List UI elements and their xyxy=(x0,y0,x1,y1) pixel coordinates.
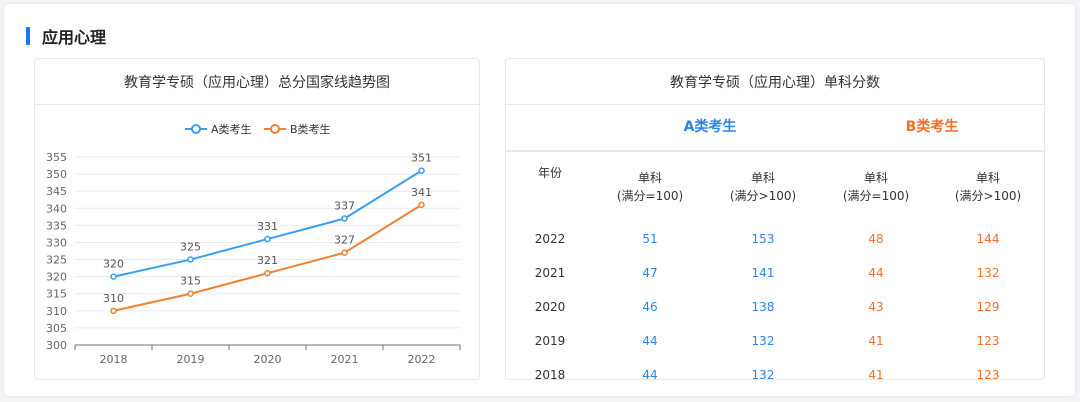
a-single-over100-cell: 153 xyxy=(751,232,775,246)
chart-series: 320 325 331 337 351 310 315 321 327 341 xyxy=(103,152,432,315)
table-row: 2018 44 132 41 123 xyxy=(506,358,1044,392)
data-point xyxy=(110,273,117,280)
legend-item[interactable]: B类考生 xyxy=(264,122,331,136)
col-header: 单科 (满分>100) xyxy=(954,171,1022,203)
b-single-100-cell: 44 xyxy=(868,266,884,280)
x-tick-label: 2020 xyxy=(254,353,282,366)
y-tick-label: 350 xyxy=(46,168,67,181)
data-label: 351 xyxy=(411,152,432,165)
b-single-over100-cell: 132 xyxy=(976,266,1000,280)
legend-label: A类考生 xyxy=(211,122,252,136)
b-single-over100-cell: 123 xyxy=(976,334,1000,348)
data-point xyxy=(341,215,348,222)
table-row: 2020 46 138 43 129 xyxy=(506,290,1044,324)
x-tick-label: 2019 xyxy=(177,353,205,366)
year-cell: 2022 xyxy=(534,232,566,246)
b-single-100-cell: 43 xyxy=(868,300,884,314)
y-tick-label: 300 xyxy=(46,339,67,352)
chart-title: 教育学专硕（应用心理）总分国家线趋势图 xyxy=(35,59,479,105)
a-single-over100-cell: 132 xyxy=(751,334,775,348)
chart-grid xyxy=(75,156,460,329)
legend-item[interactable]: A类考生 xyxy=(185,122,252,136)
y-tick-label: 340 xyxy=(46,202,67,215)
b-single-100-cell: 41 xyxy=(868,334,884,348)
a-single-100-cell: 44 xyxy=(642,368,658,382)
section-heading: 应用心理 xyxy=(26,26,107,47)
col-header: 单科 (满分=100) xyxy=(842,171,910,203)
year-cell: 2018 xyxy=(534,368,566,382)
score-table-card: 教育学专硕（应用心理）单科分数 A类考生 B类考生 年份 单科 (满分=100) … xyxy=(505,58,1045,382)
group-b-label: B类考生 xyxy=(905,119,959,135)
data-label: 337 xyxy=(334,200,355,213)
a-single-100-cell: 51 xyxy=(642,232,658,246)
y-tick-label: 330 xyxy=(46,236,67,249)
data-point xyxy=(264,269,271,277)
year-cell: 2021 xyxy=(534,266,566,280)
col-header: 单科 (满分>100) xyxy=(729,171,797,203)
table-title: 教育学专硕（应用心理）单科分数 xyxy=(506,59,1044,105)
year-cell: 2020 xyxy=(534,300,566,314)
data-point xyxy=(110,307,117,315)
data-point xyxy=(187,290,194,297)
y-tick-label: 355 xyxy=(46,151,67,164)
y-tick-label: 305 xyxy=(46,322,67,335)
data-point xyxy=(418,167,425,174)
legend-label: B类考生 xyxy=(290,122,331,136)
a-single-over100-cell: 138 xyxy=(751,300,775,314)
table-header-row: 年份 单科 (满分=100) 单科 (满分>100) 单科 (满分=100) 单科 (满… xyxy=(506,152,1044,222)
b-single-over100-cell: 144 xyxy=(976,232,1000,246)
a-single-100-cell: 44 xyxy=(642,334,658,348)
legend-marker-icon xyxy=(191,124,201,134)
year-header: 年份 xyxy=(537,166,562,180)
b-single-100-cell: 48 xyxy=(868,232,884,246)
y-tick-label: 310 xyxy=(46,305,67,318)
data-label: 341 xyxy=(411,186,432,199)
data-label: 321 xyxy=(257,254,278,267)
chart-axes: 300 305 310 315 320 325 330 335 340 345 350 355 2018… xyxy=(46,151,461,366)
a-single-over100-cell: 141 xyxy=(751,266,775,280)
x-tick-label: 2022 xyxy=(408,353,436,366)
b-single-over100-cell: 129 xyxy=(976,300,1000,314)
table-row: 2022 51 153 48 144 xyxy=(506,222,1044,256)
data-point xyxy=(264,235,271,243)
y-tick-label: 335 xyxy=(46,219,67,232)
data-label: 315 xyxy=(180,275,201,288)
score-table: 年份 单科 (满分=100) 单科 (满分>100) 单科 (满分=100) 单科 (满… xyxy=(506,152,1044,392)
y-tick-label: 315 xyxy=(46,288,67,301)
data-label: 331 xyxy=(257,220,278,233)
x-tick-label: 2021 xyxy=(331,353,359,366)
data-point xyxy=(187,256,194,263)
data-label: 325 xyxy=(180,241,201,254)
data-label: 320 xyxy=(103,258,124,271)
line-chart: A类考生 B类考生 3003053103153203253303353403453… xyxy=(46,122,461,366)
group-a-label: A类考生 xyxy=(683,119,737,135)
trend-chart-card: 教育学专硕（应用心理）总分国家线趋势图 A类考生 B类考生 300 305 310 31… xyxy=(34,58,480,380)
data-label: 327 xyxy=(334,234,355,247)
data-point xyxy=(341,249,348,256)
a-single-over100-cell: 132 xyxy=(751,368,775,382)
y-tick-label: 345 xyxy=(46,185,67,198)
chart-legend: A类考生 B类考生 xyxy=(185,122,331,136)
y-tick-label: 320 xyxy=(46,271,67,284)
group-header-row: A类考生 B类考生 xyxy=(506,105,1044,152)
legend-marker-icon xyxy=(270,124,280,134)
table-row: 2021 47 141 44 132 xyxy=(506,256,1044,290)
a-single-100-cell: 47 xyxy=(642,266,658,280)
data-label: 310 xyxy=(103,292,124,305)
b-single-100-cell: 41 xyxy=(868,368,884,382)
y-tick-label: 325 xyxy=(46,254,67,267)
year-cell: 2019 xyxy=(534,334,566,348)
x-tick-label: 2018 xyxy=(100,353,128,366)
section-title: 应用心理 xyxy=(42,28,107,47)
a-single-100-cell: 46 xyxy=(642,300,658,314)
col-header: 单科 (满分=100) xyxy=(616,171,684,203)
b-single-over100-cell: 123 xyxy=(976,368,1000,382)
table-row: 2019 44 132 41 123 xyxy=(506,324,1044,358)
data-point xyxy=(418,201,425,209)
heading-accent-bar xyxy=(26,27,30,45)
